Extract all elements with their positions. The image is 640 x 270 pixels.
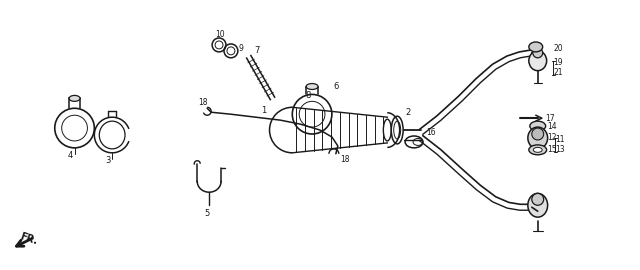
- Ellipse shape: [529, 145, 547, 155]
- Ellipse shape: [306, 83, 318, 89]
- Text: 16: 16: [426, 127, 436, 137]
- Ellipse shape: [533, 147, 542, 152]
- Ellipse shape: [69, 95, 80, 101]
- Text: FR.: FR.: [19, 231, 39, 247]
- Text: 9: 9: [239, 44, 244, 53]
- Text: 2: 2: [405, 108, 410, 117]
- Text: 3: 3: [106, 156, 111, 165]
- Text: 10: 10: [215, 29, 225, 39]
- Text: 5: 5: [205, 209, 210, 218]
- Ellipse shape: [532, 193, 543, 205]
- Text: 6: 6: [334, 82, 339, 91]
- Ellipse shape: [528, 127, 548, 149]
- Ellipse shape: [529, 42, 543, 52]
- Text: 17: 17: [546, 114, 556, 123]
- Ellipse shape: [528, 193, 548, 217]
- Text: 21: 21: [554, 68, 563, 77]
- Text: 7: 7: [255, 46, 260, 55]
- Text: 18: 18: [340, 155, 349, 164]
- Text: 1: 1: [260, 106, 266, 115]
- Text: 15: 15: [548, 145, 557, 154]
- Text: 4: 4: [68, 151, 73, 160]
- Text: 8: 8: [305, 91, 310, 100]
- Text: 11: 11: [556, 136, 565, 144]
- Text: 19: 19: [554, 58, 563, 67]
- Ellipse shape: [532, 48, 543, 58]
- Text: 20: 20: [554, 44, 563, 53]
- Ellipse shape: [530, 121, 546, 131]
- Ellipse shape: [529, 51, 547, 71]
- Text: 14: 14: [548, 122, 557, 131]
- Text: 18: 18: [198, 98, 208, 107]
- Ellipse shape: [532, 128, 543, 140]
- Text: 13: 13: [556, 145, 565, 154]
- Text: 12: 12: [548, 133, 557, 143]
